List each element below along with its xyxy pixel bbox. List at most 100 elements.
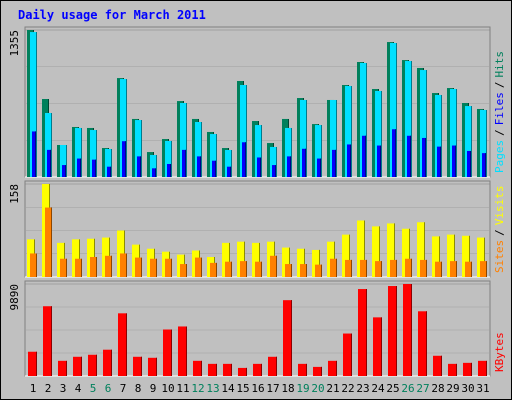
- bar: [283, 300, 292, 376]
- bar: [447, 234, 455, 277]
- x-tick-label: 9: [150, 382, 157, 395]
- bar: [418, 311, 427, 376]
- legend-label: Files: [493, 92, 506, 125]
- bar: [208, 363, 217, 376]
- bar: [103, 349, 112, 376]
- bar: [45, 207, 52, 277]
- x-tick-label: 12: [191, 382, 204, 395]
- bar: [90, 256, 97, 277]
- bar: [387, 223, 395, 277]
- bar: [467, 150, 471, 177]
- x-tick-label: 29: [446, 382, 459, 395]
- bar: [165, 258, 172, 277]
- bar: [253, 363, 262, 376]
- legend-label: Visits: [493, 186, 506, 226]
- bar: [285, 264, 292, 277]
- plot-area: [24, 280, 491, 377]
- bar: [178, 326, 187, 376]
- bar: [135, 120, 142, 177]
- bar: [482, 153, 486, 177]
- bar: [43, 306, 52, 376]
- x-tick-label: 17: [266, 382, 279, 395]
- bar: [210, 134, 217, 177]
- bar: [432, 236, 440, 277]
- bar: [345, 85, 352, 177]
- bar: [330, 99, 337, 177]
- legend-label: /: [493, 129, 506, 136]
- bar: [480, 261, 487, 277]
- bar: [118, 313, 127, 376]
- bar: [120, 253, 127, 277]
- bar: [270, 146, 277, 177]
- bar: [300, 264, 307, 277]
- x-tick-label: 20: [311, 382, 324, 395]
- bar: [392, 129, 396, 177]
- bar: [407, 135, 411, 177]
- bar: [270, 255, 277, 277]
- bar: [313, 366, 322, 376]
- bar: [32, 131, 36, 177]
- bar: [223, 363, 232, 376]
- bar: [377, 145, 381, 177]
- bar: [193, 360, 202, 376]
- bar: [252, 242, 260, 277]
- bar: [300, 99, 307, 177]
- bar: [358, 289, 367, 376]
- bar: [105, 149, 112, 177]
- bar: [88, 354, 97, 376]
- bar: [255, 261, 262, 277]
- chart-title: Daily usage for March 2011: [18, 8, 206, 22]
- bar: [272, 165, 276, 177]
- x-tick-label: 26: [401, 382, 414, 395]
- bar: [480, 109, 487, 177]
- x-tick-label: 30: [461, 382, 474, 395]
- x-tick-label: 13: [206, 382, 219, 395]
- bar: [435, 261, 442, 277]
- bar: [195, 257, 202, 277]
- bar: [60, 258, 67, 277]
- bar: [287, 156, 291, 177]
- bar: [403, 284, 412, 376]
- bar: [45, 112, 52, 177]
- bar: [257, 157, 261, 177]
- bar: [343, 333, 352, 376]
- legend-label: Hits: [493, 51, 506, 78]
- x-tick-label: 27: [416, 382, 429, 395]
- bar: [345, 259, 352, 277]
- x-tick-label: 25: [386, 382, 399, 395]
- bar: [347, 144, 351, 177]
- bar: [197, 156, 201, 177]
- bar: [135, 257, 142, 277]
- bar: [240, 85, 247, 177]
- bar: [405, 258, 412, 277]
- y-tick-label: 1355: [8, 30, 21, 57]
- bar: [328, 360, 337, 376]
- bar: [375, 261, 382, 277]
- x-tick-label: 24: [371, 382, 385, 395]
- bar: [390, 259, 397, 277]
- x-tick-label: 21: [326, 382, 339, 395]
- bar: [150, 258, 157, 277]
- bar: [73, 356, 82, 376]
- bar: [222, 242, 230, 277]
- x-tick-label: 8: [135, 382, 142, 395]
- bar: [315, 125, 322, 177]
- x-tick-label: 19: [296, 382, 309, 395]
- bar: [402, 228, 410, 277]
- bar: [417, 222, 425, 277]
- bar: [312, 249, 320, 277]
- bar: [390, 43, 397, 178]
- bar: [62, 165, 66, 177]
- bar: [180, 103, 187, 177]
- bar: [167, 163, 171, 177]
- x-tick-label: 28: [431, 382, 444, 395]
- bar: [242, 142, 246, 177]
- x-tick-label: 7: [120, 382, 127, 395]
- bar: [332, 149, 336, 177]
- bar: [212, 160, 216, 177]
- bar: [122, 141, 126, 177]
- x-tick-label: 2: [45, 382, 52, 395]
- bar: [373, 317, 382, 376]
- bar: [150, 154, 157, 177]
